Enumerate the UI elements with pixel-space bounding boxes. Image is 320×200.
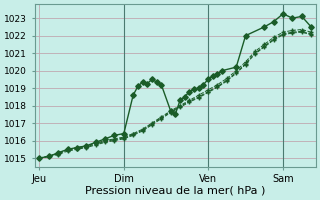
X-axis label: Pression niveau de la mer( hPa ): Pression niveau de la mer( hPa ) — [85, 186, 266, 196]
